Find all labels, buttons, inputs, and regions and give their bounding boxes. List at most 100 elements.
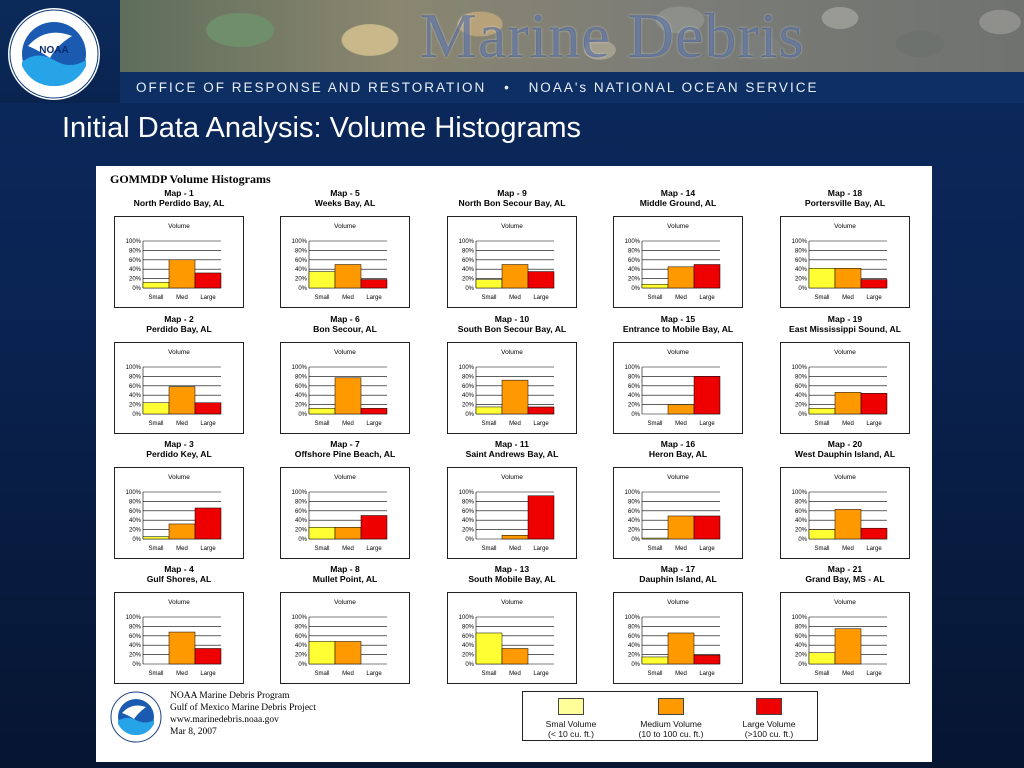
bar-med bbox=[501, 648, 529, 665]
y-tick-label: 20% bbox=[462, 277, 475, 283]
y-tick-label: 60% bbox=[628, 509, 641, 515]
x-tick-label: Small bbox=[314, 546, 329, 552]
x-tick-label: Small bbox=[481, 546, 496, 552]
histogram-svg: Volume 100% 80% 60% 40% 20% 0% Small Med Large bbox=[459, 223, 555, 301]
x-tick-label: Med bbox=[675, 671, 687, 677]
histogram-chart: Volume 100% 80% 60% 40% 20% 0% Small Med Large bbox=[613, 216, 743, 308]
y-tick-label: 80% bbox=[628, 374, 641, 380]
map-number: Map - 14 bbox=[660, 188, 696, 198]
y-tick-label: 60% bbox=[295, 634, 308, 640]
x-tick-label: Med bbox=[509, 546, 521, 552]
y-tick-label: 40% bbox=[795, 267, 808, 273]
histogram-svg: Volume 100% 80% 60% 40% 20% 0% Small Med Large bbox=[292, 349, 388, 427]
y-tick-label: 20% bbox=[795, 403, 808, 409]
x-tick-label: Med bbox=[176, 421, 188, 427]
y-tick-label: 0% bbox=[798, 412, 807, 418]
bar-med bbox=[834, 509, 862, 540]
service-label: NOAA's NATIONAL OCEAN SERVICE bbox=[528, 80, 819, 95]
x-tick-label: Small bbox=[814, 295, 829, 301]
map-chart-cell: Map - 4 Gulf Shores, AL Volume 100% 80% 60% 40… bbox=[114, 564, 244, 684]
bar-large bbox=[860, 527, 888, 540]
map-chart-cell: Map - 8 Mullet Point, AL Volume 100% 80% 60% 4… bbox=[280, 564, 410, 684]
chart-title: Volume bbox=[667, 474, 689, 481]
y-tick-label: 80% bbox=[129, 624, 142, 630]
x-tick-label: Med bbox=[842, 546, 854, 552]
x-tick-label: Large bbox=[366, 295, 382, 301]
y-tick-label: 100% bbox=[625, 615, 641, 621]
x-tick-label: Med bbox=[176, 295, 188, 301]
x-tick-label: Large bbox=[699, 295, 715, 301]
y-tick-label: 0% bbox=[798, 662, 807, 668]
map-number: Map - 8 bbox=[330, 564, 360, 574]
map-place-name: South Bon Secour Bay, AL bbox=[457, 324, 567, 334]
map-chart-cell: Map - 19 East Mississippi Sound, AL Volume… bbox=[780, 314, 910, 434]
y-tick-label: 80% bbox=[795, 499, 808, 505]
map-number: Map - 4 bbox=[164, 564, 194, 574]
map-chart-cell: Map - 16 Heron Bay, AL Volume 100% 80% 60% 40%… bbox=[613, 439, 743, 559]
y-tick-label: 100% bbox=[292, 239, 308, 245]
bar-small bbox=[808, 529, 836, 540]
map-chart-cell: Map - 14 Middle Ground, AL Volume 100% 80% 60… bbox=[613, 188, 743, 308]
x-tick-label: Small bbox=[481, 671, 496, 677]
bar-large bbox=[194, 648, 222, 665]
y-tick-label: 80% bbox=[628, 624, 641, 630]
bar-med bbox=[501, 379, 529, 415]
chart-title: Volume bbox=[834, 349, 856, 356]
map-chart-cell: Map - 2 Perdido Bay, AL Volume 100% 80% 60% 40… bbox=[114, 314, 244, 434]
x-tick-label: Large bbox=[866, 295, 882, 301]
x-tick-label: Small bbox=[148, 295, 163, 301]
histogram-chart: Volume 100% 80% 60% 40% 20% 0% Small Med Large bbox=[613, 342, 743, 434]
chart-title: Volume bbox=[501, 349, 523, 356]
x-tick-label: Large bbox=[866, 546, 882, 552]
x-tick-label: Med bbox=[509, 671, 521, 677]
map-place-name: Perdido Bay, AL bbox=[146, 324, 212, 334]
bar-small bbox=[308, 271, 336, 289]
y-tick-label: 60% bbox=[295, 509, 308, 515]
x-tick-label: Small bbox=[481, 421, 496, 427]
bar-small bbox=[475, 632, 503, 665]
chart-title: Volume bbox=[667, 599, 689, 606]
y-tick-label: 40% bbox=[628, 518, 641, 524]
banner-title: Marine Debris bbox=[420, 0, 805, 71]
x-tick-label: Med bbox=[342, 546, 354, 552]
y-tick-label: 0% bbox=[465, 662, 474, 668]
bar-large bbox=[360, 279, 388, 289]
chart-title: Volume bbox=[501, 223, 523, 230]
map-place-name: Grand Bay, MS - AL bbox=[805, 574, 885, 584]
y-tick-label: 20% bbox=[628, 403, 641, 409]
histogram-chart: Volume 100% 80% 60% 40% 20% 0% Small Med Large bbox=[780, 467, 910, 559]
x-tick-label: Large bbox=[366, 546, 382, 552]
y-tick-label: 20% bbox=[795, 277, 808, 283]
y-tick-label: 80% bbox=[295, 499, 308, 505]
y-tick-label: 60% bbox=[795, 509, 808, 515]
histogram-chart: Volume 100% 80% 60% 40% 20% 0% Small Med Large bbox=[280, 342, 410, 434]
x-tick-label: Med bbox=[842, 671, 854, 677]
x-tick-label: Small bbox=[647, 546, 662, 552]
map-number: Map - 20 bbox=[827, 439, 863, 449]
bar-large bbox=[527, 495, 555, 540]
y-tick-label: 40% bbox=[628, 643, 641, 649]
banner-photo bbox=[120, 0, 1024, 72]
map-chart-cell: Map - 11 Saint Andrews Bay, AL Volume 100% 8… bbox=[447, 439, 577, 559]
histogram-chart: Volume 100% 80% 60% 40% 20% 0% Small Med Large bbox=[114, 216, 244, 308]
y-tick-label: 20% bbox=[462, 403, 475, 409]
legend-item-medium: Medium Volume (10 to 100 cu. ft.) bbox=[623, 698, 719, 739]
map-place-name: Perdido Key, AL bbox=[146, 449, 212, 459]
y-tick-label: 80% bbox=[462, 248, 475, 254]
bar-med bbox=[168, 523, 196, 540]
y-tick-label: 100% bbox=[625, 239, 641, 245]
x-tick-label: Small bbox=[314, 421, 329, 427]
y-tick-label: 100% bbox=[292, 490, 308, 496]
histogram-chart: Volume 100% 80% 60% 40% 20% 0% Small Med Large bbox=[613, 592, 743, 684]
x-tick-label: Small bbox=[314, 295, 329, 301]
histogram-chart: Volume 100% 80% 60% 40% 20% 0% Small Med Large bbox=[280, 467, 410, 559]
y-tick-label: 60% bbox=[795, 258, 808, 264]
bar-med bbox=[334, 264, 362, 289]
header-banner: NOAA Marine Debris OFFICE OF RESPONSE AN… bbox=[0, 0, 1024, 103]
map-place-name: Portersville Bay, AL bbox=[804, 198, 886, 208]
histogram-chart: Volume 100% 80% 60% 40% 20% 0% Small Med Large bbox=[447, 342, 577, 434]
y-tick-label: 100% bbox=[126, 615, 142, 621]
y-tick-label: 80% bbox=[295, 248, 308, 254]
y-tick-label: 80% bbox=[628, 248, 641, 254]
x-tick-label: Med bbox=[842, 421, 854, 427]
